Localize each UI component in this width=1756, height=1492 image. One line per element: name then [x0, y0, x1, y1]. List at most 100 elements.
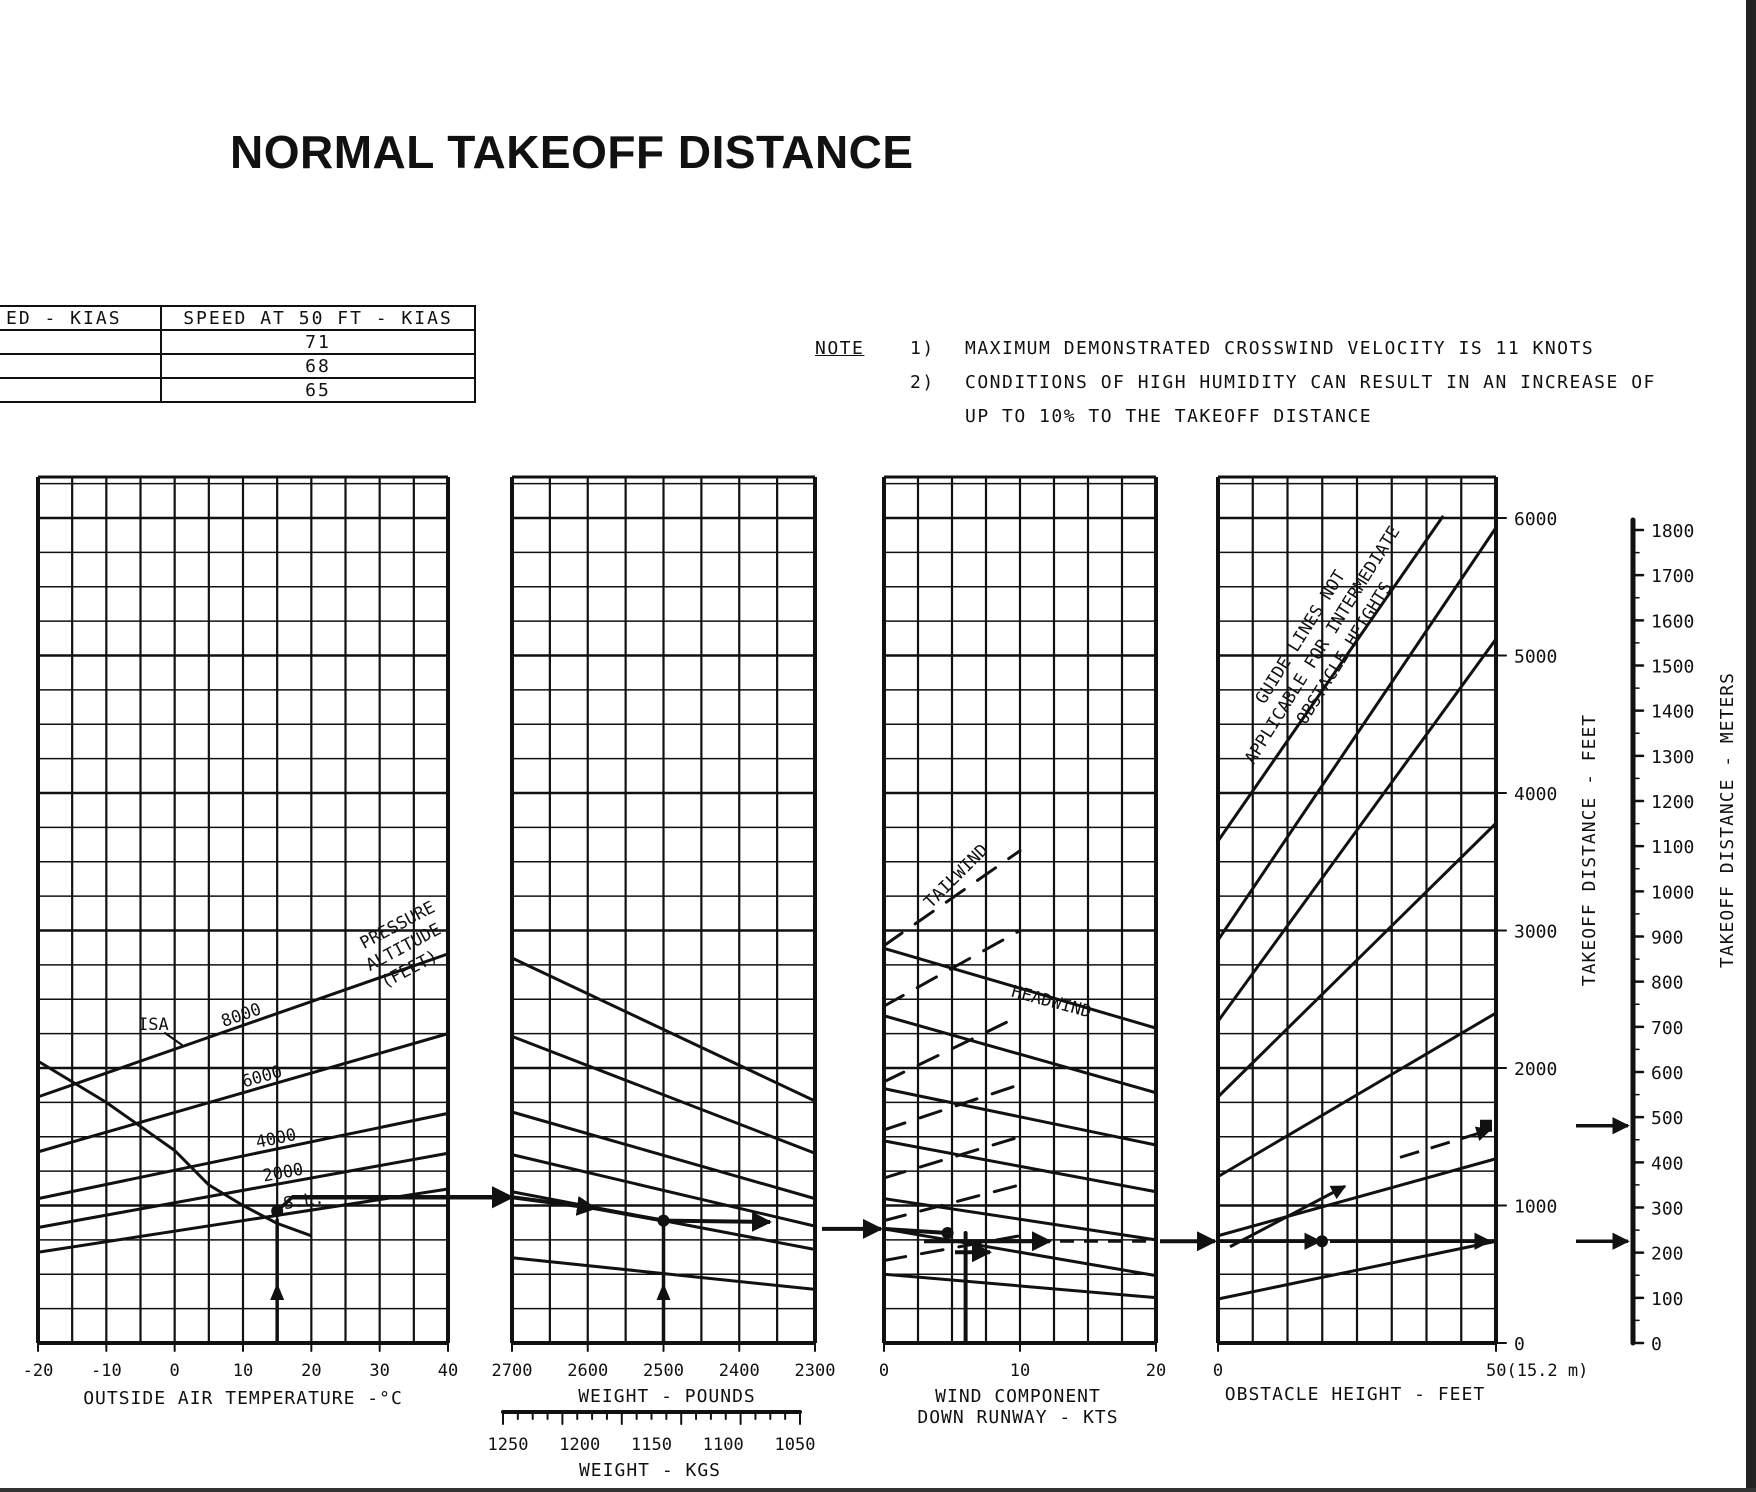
weight-guide-line [510, 1110, 817, 1201]
pressure-altitude-line [36, 1111, 450, 1201]
x-tick-label: 20 [301, 1361, 321, 1381]
isa-label: ISA [138, 1015, 169, 1035]
table-row: 65 [0, 377, 476, 403]
note-number: 1) [910, 338, 935, 359]
y-tick-label: 0 [1514, 1334, 1525, 1355]
table-row: 71 [0, 329, 476, 355]
headwind-line [882, 1272, 1158, 1300]
weight-guide-line [510, 1034, 817, 1155]
x-tick-label: 30 [369, 1361, 389, 1381]
y-axis-label: TAKEOFF DISTANCE - FEET [1579, 714, 1600, 986]
table-cell: 65 [160, 377, 476, 403]
example-arrow [511, 1195, 597, 1216]
table-cell: 71 [160, 329, 476, 355]
example-arrow [1399, 1126, 1492, 1159]
meter-tick-label: 1300 [1651, 747, 1694, 768]
example-arrow [593, 1206, 666, 1223]
x-tick-label: -10 [91, 1361, 122, 1381]
x-axis-label: OBSTACLE HEIGHT - FEET [1225, 1384, 1485, 1405]
y-tick-label: 1000 [1514, 1197, 1557, 1218]
pressure-altitude-line [36, 952, 450, 1099]
kg-tick-label: 1150 [631, 1435, 672, 1455]
isa-leader [164, 1032, 183, 1046]
kg-tick-label: 1250 [488, 1435, 529, 1455]
meter-tick-label: 0 [1651, 1334, 1662, 1355]
y-tick-label: 5000 [1514, 647, 1557, 668]
example-point [1480, 1119, 1492, 1132]
kg-axis-label: WEIGHT - KGS [579, 1460, 721, 1481]
grid-lines [36, 475, 1498, 1345]
meter-axis-label: TAKEOFF DISTANCE - METERS [1717, 672, 1738, 968]
x-tick-label: 2400 [719, 1361, 760, 1381]
meter-tick-label: 1200 [1651, 792, 1694, 813]
headwind-line [882, 1197, 1158, 1242]
meter-tick-label: 900 [1651, 928, 1684, 949]
x-tick-label: 0 [1213, 1361, 1223, 1381]
meter-tick-label: 1600 [1651, 611, 1694, 632]
note-text: CONDITIONS OF HIGH HUMIDITY CAN RESULT I… [965, 372, 1656, 393]
meter-tick-label: 1400 [1651, 702, 1694, 723]
speed-table: ED - KIAS SPEED AT 50 FT - KIAS 71 68 65 [0, 305, 476, 403]
table-row: 68 [0, 353, 476, 379]
x-tick-label: 2700 [492, 1361, 533, 1381]
obstacle-guide-line [1216, 821, 1498, 1099]
meter-tick-label: 700 [1651, 1018, 1684, 1039]
obstacle-guide-line [1216, 1157, 1498, 1238]
scan-edge [1746, 0, 1756, 1492]
x-tick-label: 2500 [643, 1361, 684, 1381]
example-point [1316, 1235, 1328, 1248]
meter-tick-label: 1500 [1651, 657, 1694, 678]
y-tick-label: 3000 [1514, 922, 1557, 943]
table-cell [0, 377, 162, 403]
example-point [941, 1227, 954, 1239]
kg-tick-label: 1200 [559, 1435, 600, 1455]
obstacle-guide-line [1216, 1239, 1498, 1301]
x-tick-label: 2600 [567, 1361, 608, 1381]
kg-tick-label: 1050 [775, 1435, 816, 1455]
y-tick-label: 4000 [1514, 784, 1557, 805]
meter-tick-label: 800 [1651, 973, 1684, 994]
x-tick-label: 40 [438, 1361, 458, 1381]
x-axis-label: WIND COMPONENT [935, 1386, 1101, 1407]
x-tick-label: 2300 [795, 1361, 836, 1381]
speed-table-header-1: ED - KIAS [0, 305, 162, 331]
tailwind-line [882, 1014, 1022, 1084]
obstacle-guide-line [1216, 526, 1498, 942]
x-tick-label: 0 [879, 1361, 889, 1381]
x-axis-label: WEIGHT - POUNDS [578, 1386, 756, 1407]
example-arrow [275, 1195, 294, 1213]
meter-tick-label: 1800 [1651, 521, 1694, 542]
meter-tick-label: 100 [1651, 1289, 1684, 1310]
tailwind-line [882, 1135, 1022, 1180]
y-tick-label: 6000 [1514, 509, 1557, 530]
speed-table-header-2: SPEED AT 50 FT - KIAS [160, 305, 476, 331]
x-tick-label: 0 [170, 1361, 180, 1381]
speed-table-header-row: ED - KIAS SPEED AT 50 FT - KIAS [0, 305, 476, 331]
meter-tick-label: 1000 [1651, 882, 1694, 903]
note-text: UP TO 10% TO THE TAKEOFF DISTANCE [965, 406, 1373, 427]
scan-edge-bottom [0, 1488, 1756, 1492]
x-axis-label: OUTSIDE AIR TEMPERATURE -°C [83, 1388, 403, 1409]
tailwind-line [882, 929, 1022, 1008]
example-arrowhead [656, 1283, 671, 1300]
obstacle-guide-line [1216, 637, 1498, 1023]
example-arrow [1229, 1184, 1347, 1249]
headwind-line [882, 946, 1158, 1030]
table-cell [0, 353, 162, 379]
example-arrow [663, 1211, 772, 1232]
x-tick-label: 10 [233, 1361, 253, 1381]
obstacle-guide-line [1216, 515, 1444, 843]
series-label: 2000 [261, 1160, 305, 1187]
meter-tick-label: 1100 [1651, 837, 1694, 858]
headwind-line [882, 1014, 1158, 1095]
headwind-line [882, 1227, 1158, 1278]
series-label: 4000 [254, 1125, 298, 1153]
tailwind-line [882, 1183, 1022, 1223]
x-tick-label: 10 [1010, 1361, 1030, 1381]
headwind-label: HEADWIND [1009, 982, 1093, 1023]
meter-tick-label: 500 [1651, 1108, 1684, 1129]
x-tick-label: 20 [1146, 1361, 1166, 1381]
chart-title: NORMAL TAKEOFF DISTANCE [230, 126, 914, 178]
meter-tick-label: 1700 [1651, 566, 1694, 587]
